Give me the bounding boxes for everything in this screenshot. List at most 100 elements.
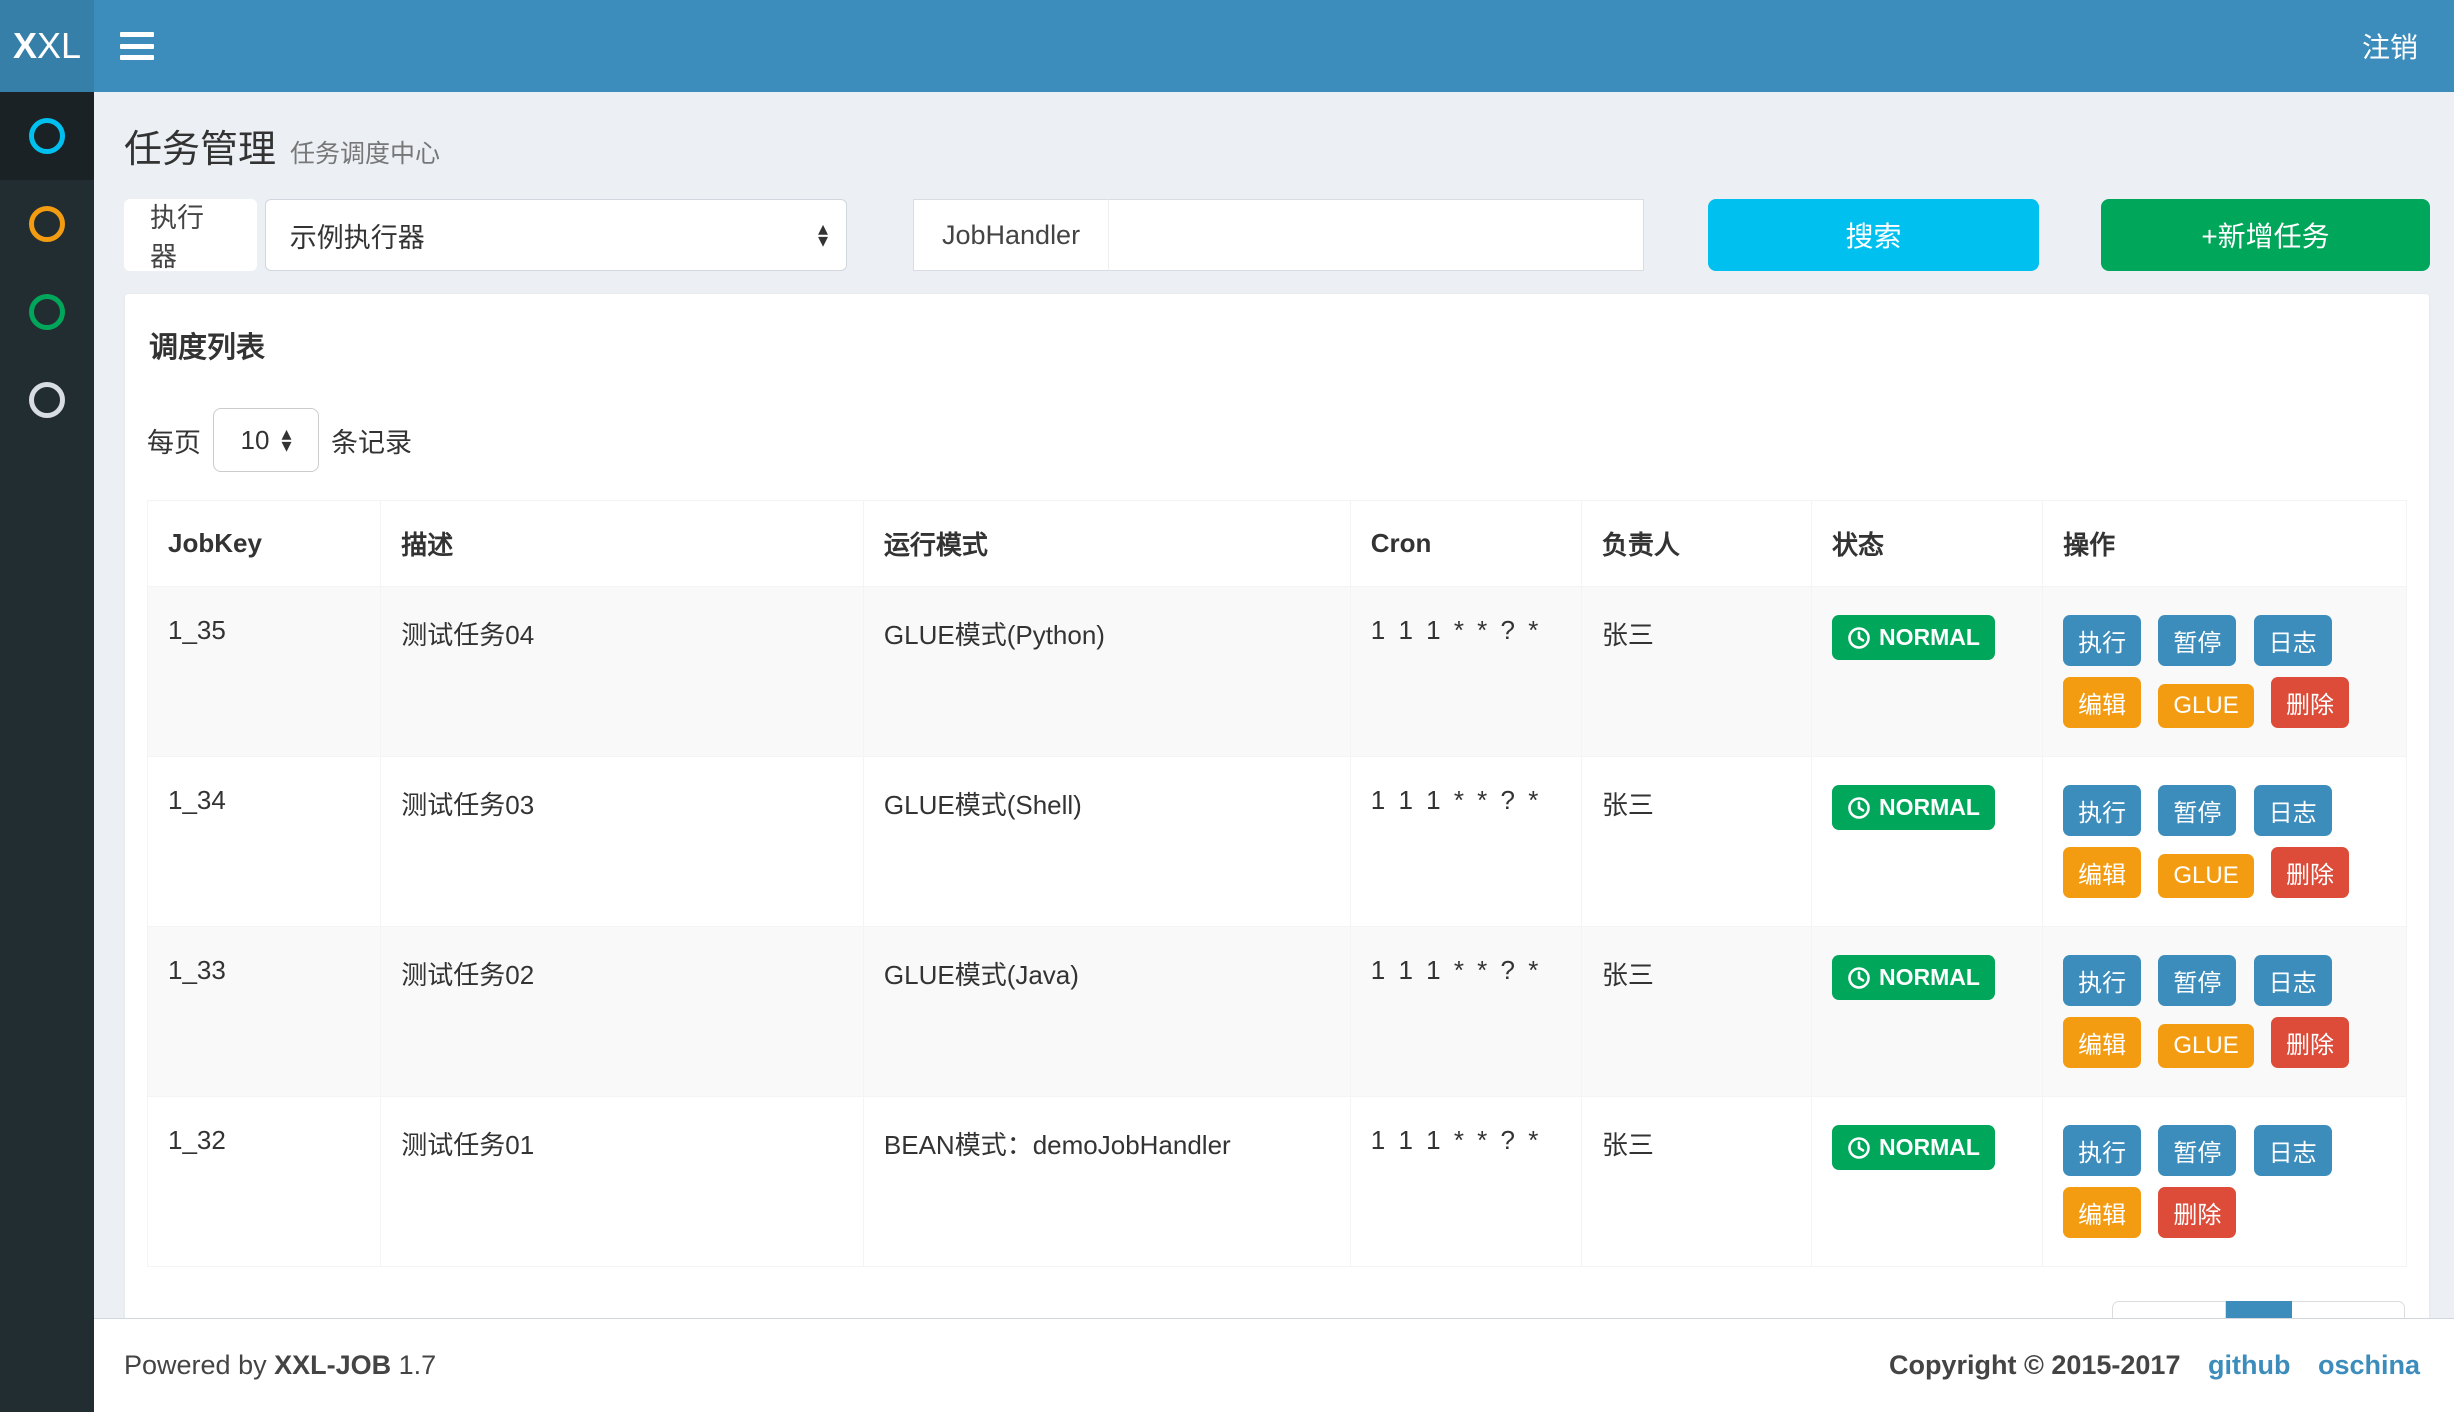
clock-icon <box>1848 796 1870 819</box>
status-badge: NORMAL <box>1831 615 1995 660</box>
cell-owner: 张三 <box>1580 926 1812 1097</box>
log-button[interactable]: 日志 <box>2253 615 2332 666</box>
edit-button[interactable]: 编辑 <box>2063 677 2142 728</box>
executor-select-value: 示例执行器 <box>289 222 425 253</box>
sidebar-item-3[interactable] <box>0 268 94 356</box>
cell-jobkey: 1_35 <box>146 586 382 757</box>
col-header-mode: 运行模式 <box>862 500 1351 587</box>
cell-status: NORMAL <box>1810 586 2044 757</box>
hamburger-menu-icon[interactable] <box>120 32 154 60</box>
cell-operations: 执行 暂停 日志 编辑 GLUE 删除 <box>2042 586 2407 757</box>
jobs-table: JobKey 描述 运行模式 Cron 负责人 状态 操作 1_35 测试任务 <box>146 500 2407 1267</box>
cell-desc: 测试任务01 <box>380 1096 864 1267</box>
col-header-owner: 负责人 <box>1580 500 1812 587</box>
footer-copyright: Copyright © 2015-2017 <box>1888 1350 2181 1380</box>
pause-button[interactable]: 暂停 <box>2158 615 2237 666</box>
pause-button[interactable]: 暂停 <box>2158 785 2237 836</box>
circle-orange-icon <box>29 206 65 242</box>
cell-status: NORMAL <box>1810 1096 2044 1267</box>
cell-jobkey: 1_32 <box>146 1096 382 1267</box>
cell-jobkey: 1_33 <box>146 926 382 1097</box>
cell-mode: GLUE模式(Python) <box>862 586 1351 757</box>
run-button[interactable]: 执行 <box>2063 615 2142 666</box>
jobhandler-group: JobHandler <box>912 199 1645 271</box>
page-size-control: 每页 10 ▴ ▾ 条记录 <box>147 408 2407 472</box>
main-content: 任务管理 任务调度中心 执行器 示例执行器 ▴ ▾ JobHandler 搜索 +… <box>94 92 2454 1407</box>
oschina-link[interactable]: oschina <box>2317 1350 2420 1380</box>
delete-button[interactable]: 删除 <box>2270 677 2349 728</box>
filter-toolbar: 执行器 示例执行器 ▴ ▾ JobHandler 搜索 +新增任务 <box>124 199 2430 272</box>
cell-cron: 1 1 1 * * ? * <box>1349 756 1582 927</box>
table-row: 1_34 测试任务03 GLUE模式(Shell) 1 1 1 * * ? * … <box>146 756 2407 927</box>
table-row: 1_33 测试任务02 GLUE模式(Java) 1 1 1 * * ? * 张… <box>146 926 2407 1097</box>
select-caret-icon: ▴ ▾ <box>281 422 292 457</box>
table-header-row: JobKey 描述 运行模式 Cron 负责人 状态 操作 <box>146 500 2407 587</box>
page-size-value: 10 <box>240 424 270 455</box>
logo-text-light: XL <box>36 25 82 66</box>
sidebar-item-2[interactable] <box>0 180 94 268</box>
delete-button[interactable]: 删除 <box>2270 847 2349 898</box>
executor-label: 执行器 <box>124 199 257 272</box>
search-button[interactable]: 搜索 <box>1708 199 2040 271</box>
sidebar-item-4[interactable] <box>0 356 94 444</box>
col-header-status: 状态 <box>1810 500 2044 587</box>
log-button[interactable]: 日志 <box>2253 1125 2332 1176</box>
cell-operations: 执行 暂停 日志 编辑 删除 <box>2042 1096 2407 1267</box>
log-button[interactable]: 日志 <box>2253 955 2332 1006</box>
col-header-cron: Cron <box>1349 500 1582 587</box>
cell-status: NORMAL <box>1810 926 2044 1097</box>
clock-icon <box>1848 966 1870 989</box>
logo-text-bold: X <box>12 25 37 66</box>
page-size-prefix: 每页 <box>147 427 201 458</box>
footer-right: Copyright © 2015-2017 github oschina <box>1889 1350 2420 1381</box>
status-badge: NORMAL <box>1831 1125 1995 1170</box>
footer-version: 1.7 <box>398 1350 437 1380</box>
run-button[interactable]: 执行 <box>2063 955 2142 1006</box>
schedule-list-panel: 调度列表 每页 10 ▴ ▾ 条记录 J <box>124 293 2430 1407</box>
cell-mode: GLUE模式(Java) <box>862 926 1351 1097</box>
jobhandler-input[interactable] <box>1108 199 1645 271</box>
pause-button[interactable]: 暂停 <box>2158 955 2237 1006</box>
footer-product: XXL-JOB <box>274 1350 392 1380</box>
edit-button[interactable]: 编辑 <box>2063 1187 2142 1238</box>
edit-button[interactable]: 编辑 <box>2063 1017 2142 1068</box>
github-link[interactable]: github <box>2207 1350 2291 1380</box>
circle-cyan-icon <box>29 118 65 154</box>
logout-link[interactable]: 注销 <box>2361 32 2418 63</box>
log-button[interactable]: 日志 <box>2253 785 2332 836</box>
select-caret-icon: ▴ ▾ <box>817 217 828 252</box>
top-navbar: X XL 注销 <box>0 0 2454 92</box>
delete-button[interactable]: 删除 <box>2158 1187 2237 1238</box>
cell-status: NORMAL <box>1810 756 2044 927</box>
col-header-jobkey: JobKey <box>146 500 382 587</box>
circle-green-icon <box>29 294 65 330</box>
cell-owner: 张三 <box>1580 586 1812 757</box>
glue-button[interactable]: GLUE <box>2158 684 2254 728</box>
edit-button[interactable]: 编辑 <box>2063 847 2142 898</box>
cell-desc: 测试任务03 <box>380 756 864 927</box>
glue-button[interactable]: GLUE <box>2158 854 2254 898</box>
cell-operations: 执行 暂停 日志 编辑 GLUE 删除 <box>2042 926 2407 1097</box>
page-title: 任务管理 <box>124 129 277 171</box>
run-button[interactable]: 执行 <box>2063 785 2142 836</box>
jobhandler-label: JobHandler <box>912 199 1109 271</box>
cell-desc: 测试任务04 <box>380 586 864 757</box>
add-job-button[interactable]: +新增任务 <box>2101 199 2430 271</box>
cell-cron: 1 1 1 * * ? * <box>1349 586 1582 757</box>
status-badge: NORMAL <box>1831 955 1995 1000</box>
cell-operations: 执行 暂停 日志 编辑 GLUE 删除 <box>2042 756 2407 927</box>
cell-cron: 1 1 1 * * ? * <box>1349 1096 1582 1267</box>
executor-select[interactable]: 示例执行器 ▴ ▾ <box>264 199 847 271</box>
sidebar-nav <box>0 92 94 1412</box>
cell-cron: 1 1 1 * * ? * <box>1349 926 1582 1097</box>
cell-mode: BEAN模式：demoJobHandler <box>862 1096 1351 1267</box>
run-button[interactable]: 执行 <box>2063 1125 2142 1176</box>
page-size-select[interactable]: 10 ▴ ▾ <box>213 408 319 472</box>
app-logo[interactable]: X XL <box>0 0 94 92</box>
delete-button[interactable]: 删除 <box>2270 1017 2349 1068</box>
glue-button[interactable]: GLUE <box>2158 1024 2254 1068</box>
sidebar-item-job-manage[interactable] <box>0 92 94 180</box>
table-row: 1_35 测试任务04 GLUE模式(Python) 1 1 1 * * ? *… <box>146 586 2407 757</box>
pause-button[interactable]: 暂停 <box>2158 1125 2237 1176</box>
